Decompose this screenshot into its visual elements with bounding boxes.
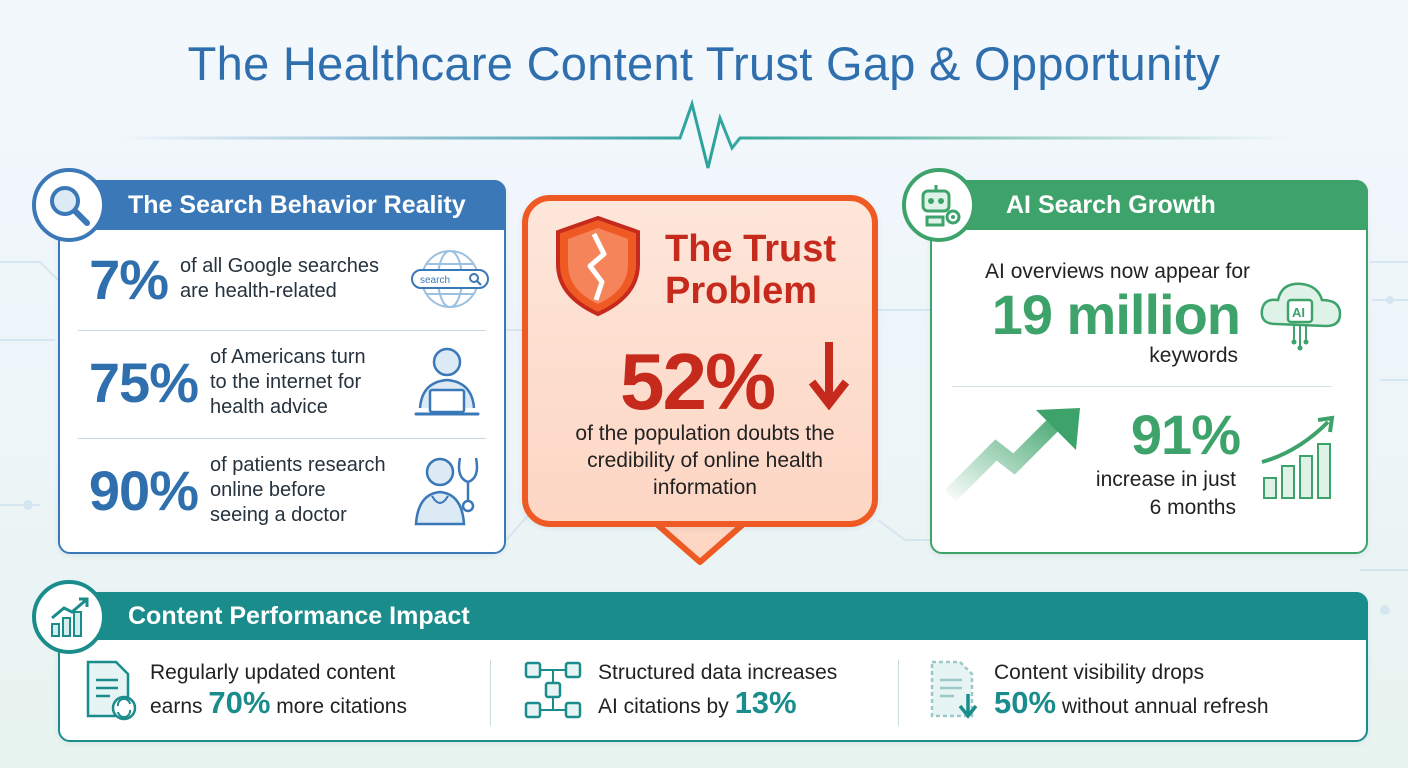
bar-chart-growth-icon — [1261, 415, 1335, 499]
search-behavior-panel — [58, 180, 506, 554]
row-divider — [78, 438, 486, 439]
page-title: The Healthcare Content Trust Gap & Oppor… — [187, 37, 1221, 90]
ai-growth-line: increase in just — [1095, 468, 1236, 491]
performance-value: 70% — [208, 685, 271, 720]
ai-search-title: AI Search Growth — [1006, 190, 1216, 219]
trust-stat-value: 52% — [620, 337, 776, 426]
trust-title-line: Problem — [665, 270, 818, 312]
stat-text-line: seeing a doctor — [210, 503, 347, 526]
performance-item: Regularly updated content earns 70% more… — [84, 658, 407, 722]
performance-line: Regularly updated content — [150, 661, 396, 684]
stat-text-line: of patients research — [210, 453, 386, 476]
performance-value: 13% — [734, 685, 797, 720]
column-divider — [898, 660, 899, 726]
column-divider — [490, 660, 491, 726]
performance-post: without annual refresh — [1056, 695, 1269, 718]
performance-pre: earns — [150, 695, 209, 718]
row-divider — [952, 386, 1332, 387]
stat-text-line: are health-related — [180, 280, 337, 302]
performance-value: 50% — [994, 685, 1057, 720]
stat-row-americans: 75% of Americans turn to the internet fo… — [60, 344, 504, 420]
content-performance-header: Content Performance Impact — [58, 592, 1368, 640]
row-divider — [78, 330, 486, 331]
growth-chart-icon — [32, 580, 106, 654]
ai-overview-line: AI overviews now appear for — [985, 260, 1250, 283]
stat-value: 7% — [89, 247, 169, 311]
stat-text-line: to the internet for — [210, 370, 362, 393]
stat-text-line: health advice — [210, 395, 328, 418]
performance-item: Structured data increases AI citations b… — [522, 658, 837, 722]
search-behavior-header: The Search Behavior Reality — [58, 180, 506, 230]
cloud-ai-label: AI — [1292, 305, 1305, 320]
search-label: search — [420, 275, 450, 286]
ai-cloud-icon: AI — [1260, 282, 1342, 351]
globe-search-icon: search — [411, 250, 489, 308]
structured-data-icon — [524, 661, 582, 719]
performance-line: Content visibility drops — [994, 661, 1205, 684]
stat-row-patients: 90% of patients research online before s… — [60, 452, 504, 528]
arrow-down-icon — [808, 342, 850, 410]
broken-shield-icon — [556, 215, 640, 317]
ai-keywords-value: 19 million — [991, 283, 1241, 346]
ai-growth-line: 6 months — [1149, 496, 1236, 519]
heartbeat-line — [120, 98, 1290, 169]
stat-value: 90% — [88, 458, 199, 522]
stat-value: 75% — [88, 350, 199, 414]
trust-title-line: The Trust — [665, 228, 837, 270]
performance-pre: AI citations by — [598, 695, 735, 718]
ai-search-header: AI Search Growth — [930, 180, 1368, 230]
content-performance-title: Content Performance Impact — [128, 601, 470, 630]
person-laptop-icon — [414, 347, 480, 416]
ai-keywords-label: keywords — [1149, 344, 1238, 367]
document-down-icon — [930, 660, 978, 719]
performance-post: more citations — [270, 695, 407, 718]
magnifier-icon — [32, 168, 106, 242]
stat-row-health-searches: 7% of all Google searches are health-rel… — [60, 244, 504, 314]
stat-text-line: of Americans turn — [210, 345, 366, 368]
trust-description: of the population doubts the credibility… — [575, 422, 835, 499]
document-refresh-icon — [86, 660, 137, 721]
ai-growth-value: 91% — [1130, 403, 1241, 466]
search-behavior-title: The Search Behavior Reality — [128, 190, 466, 219]
performance-item: Content visibility drops 50% without ann… — [928, 658, 1269, 722]
stat-text-line: online before — [210, 478, 326, 501]
doctor-stethoscope-icon — [414, 457, 479, 526]
growth-arrow-icon — [944, 408, 1080, 502]
performance-line: Structured data increases — [598, 661, 838, 684]
stat-text-line: of all Google searches — [180, 255, 380, 277]
robot-gear-icon — [902, 168, 976, 242]
